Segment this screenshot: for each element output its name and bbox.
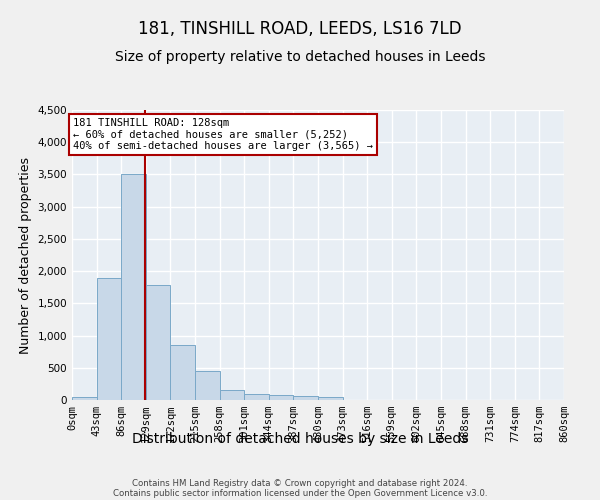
Bar: [72, 397, 97, 400]
Text: 181 TINSHILL ROAD: 128sqm
← 60% of detached houses are smaller (5,252)
40% of se: 181 TINSHILL ROAD: 128sqm ← 60% of detac…: [73, 118, 373, 151]
Bar: [269, 396, 293, 400]
Text: Contains HM Land Registry data © Crown copyright and database right 2024.: Contains HM Land Registry data © Crown c…: [132, 478, 468, 488]
Bar: [121, 174, 146, 400]
Bar: [146, 286, 170, 400]
Bar: [293, 396, 318, 400]
Text: Contains public sector information licensed under the Open Government Licence v3: Contains public sector information licen…: [113, 488, 487, 498]
Bar: [195, 370, 220, 400]
Y-axis label: Number of detached properties: Number of detached properties: [19, 156, 32, 354]
Text: Distribution of detached houses by size in Leeds: Distribution of detached houses by size …: [132, 432, 468, 446]
Text: Size of property relative to detached houses in Leeds: Size of property relative to detached ho…: [115, 50, 485, 64]
Bar: [97, 278, 121, 400]
Bar: [318, 398, 343, 400]
Bar: [244, 394, 269, 400]
Bar: [170, 345, 195, 400]
Text: 181, TINSHILL ROAD, LEEDS, LS16 7LD: 181, TINSHILL ROAD, LEEDS, LS16 7LD: [138, 20, 462, 38]
Bar: [220, 390, 244, 400]
